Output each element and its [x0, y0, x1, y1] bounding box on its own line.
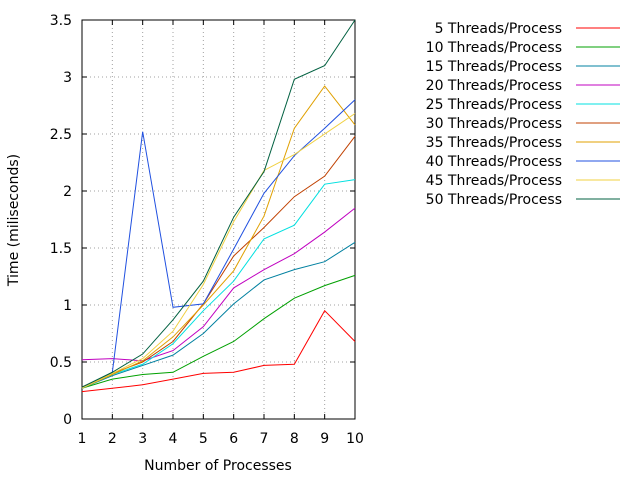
series-line-1 [81, 309, 356, 393]
legend-label: 15 Threads/Process [426, 59, 562, 75]
y-tick-label: 0.5 [50, 355, 72, 371]
x-tick-label: 1 [78, 431, 87, 447]
plot-frame [81, 19, 356, 420]
series-line-8 [81, 99, 356, 389]
legend-label: 45 Threads/Process [426, 173, 562, 189]
legend-label: 50 Threads/Process [426, 192, 562, 208]
legend-label: 35 Threads/Process [426, 135, 562, 151]
x-tick-label: 8 [290, 431, 299, 447]
legend-label: 5 Threads/Process [435, 21, 562, 37]
x-tick-label: 3 [138, 431, 147, 447]
y-tick-label: 1 [63, 298, 72, 314]
series-line-2 [81, 274, 356, 389]
legend-label: 20 Threads/Process [426, 78, 562, 94]
y-tick-label: 2 [63, 184, 72, 200]
series-line-9 [81, 113, 356, 389]
x-tick-label: 6 [229, 431, 238, 447]
x-tick-label: 9 [320, 431, 329, 447]
y-axis-label: Time (miliseconds) [6, 154, 22, 287]
legend-label: 25 Threads/Process [426, 97, 562, 113]
y-tick-label: 3 [63, 70, 72, 86]
x-tick-label: 2 [108, 431, 117, 447]
series-line-5 [81, 179, 356, 389]
series-line-7 [81, 85, 356, 389]
x-tick-label: 4 [169, 431, 178, 447]
y-tick-label: 1.5 [50, 241, 72, 257]
legend-label: 40 Threads/Process [426, 154, 562, 170]
y-tick-label: 3.5 [50, 13, 72, 29]
series-lines [81, 19, 356, 393]
legend: 5 Threads/Process 10 Threads/Process 15 Th… [426, 21, 620, 208]
series-line-6 [81, 135, 356, 388]
legend-label: 30 Threads/Process [426, 116, 562, 132]
series-line-3 [81, 241, 356, 389]
y-tick-label: 2.5 [50, 127, 72, 143]
x-tick-label: 10 [346, 431, 364, 447]
series-line-4 [81, 207, 356, 362]
y-tick-label: 0 [63, 412, 72, 428]
x-axis-label: Number of Processes [144, 458, 292, 474]
x-tick-label: 7 [260, 431, 269, 447]
x-tick-label: 5 [199, 431, 208, 447]
legend-label: 10 Threads/Process [426, 40, 562, 56]
grid-lines [82, 20, 355, 419]
series-line-10 [81, 19, 356, 388]
axis-ticks: 1 2 3 4 5 6 7 8 9 10 0 0.5 1 1.5 2 2.5 3 3.5 [50, 13, 364, 447]
